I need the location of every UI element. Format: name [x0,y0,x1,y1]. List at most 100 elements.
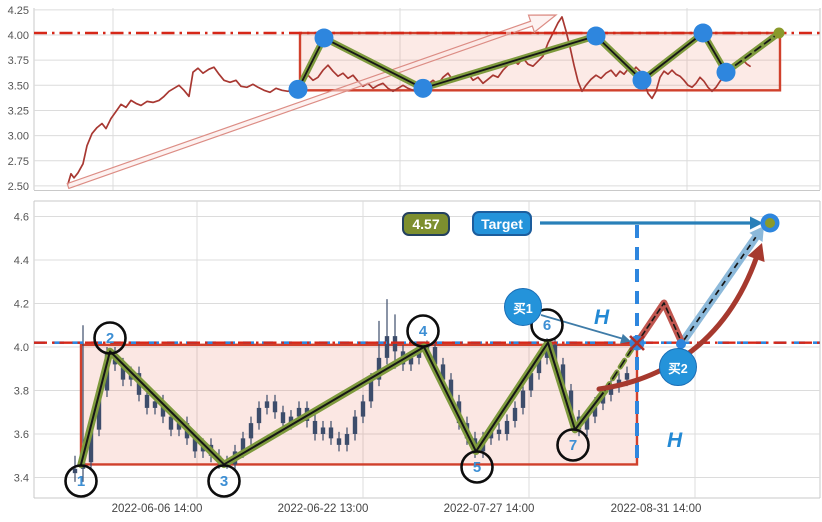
candle-body [608,386,614,395]
top-pivot-dot [716,62,736,82]
top-pivot-dot [288,79,308,99]
pivot-number-circle [530,308,564,342]
top-pivot-dot [693,23,713,43]
top-pivot-dot [314,28,334,48]
candle-body [624,373,630,380]
pivot-number-circle [406,314,440,348]
candle-body [144,394,150,408]
projected-advance-arrowhead [749,226,764,243]
pivot-number-circle [207,464,241,498]
top-projection-end-dot [773,27,785,39]
measured-move-value-badge: 4.57 [402,212,450,236]
top-zigzag-tail-dashed-inner [725,32,780,74]
height-h-label-lower: H [667,429,683,452]
entry-x-mark [629,335,645,351]
candle-body [288,416,294,424]
candle-body [240,438,246,452]
bottom-y-tick-label: 4.0 [14,342,29,354]
top-pivot-dot [632,70,652,90]
candle-body [568,390,574,417]
top-y-tick-label: 3.00 [8,131,29,143]
candle-body [416,351,422,358]
height-h-label-upper: H [594,306,610,329]
candle-body [368,379,374,402]
candle-body [528,373,534,391]
candle-body [600,394,606,404]
trend-outline-arrow [66,14,558,190]
pivot-number-label: 7 [569,437,577,454]
candle-body [344,434,350,445]
pivot-number-circle [64,464,98,498]
top-y-tick-label: 4.00 [8,30,29,42]
candle-body [120,364,126,380]
bottom-y-tick-label: 3.4 [14,473,29,485]
top-y-tick-label: 2.50 [8,181,29,193]
candle-body [560,364,566,391]
top-pivot-dot [413,78,433,98]
pivot-number-label: 4 [419,323,428,340]
candle-body [192,438,198,452]
candle-body [336,438,342,445]
candle-body [264,401,270,408]
candle-body [152,401,158,408]
candle-body [328,427,334,439]
candle-body [432,347,438,365]
candle-body [408,357,414,365]
pivot-number-label: 2 [106,330,114,347]
candle-body [296,407,302,417]
target-label-badge: Target [472,211,532,236]
candle-body [280,412,286,424]
target-point-dot-inner [765,218,775,228]
candle-body [88,429,94,463]
candle-body [168,416,174,430]
bottom-y-tick-label: 4.6 [14,212,29,224]
candle-body [256,407,262,424]
pivot-number-label: 3 [220,473,228,490]
buy2-point-dot [676,339,686,349]
x-axis-label: 2022-07-27 14:00 [444,503,535,515]
candle-body [248,423,254,439]
candle-body [376,357,382,380]
candle-body [360,401,366,417]
candle-body [320,427,326,434]
candle-body [176,423,182,430]
buy2-signal-badge: 买2 [659,348,697,386]
candle-body [504,420,510,434]
breakout-curve-arrowhead [747,243,765,263]
pivot-number-circle [93,321,127,355]
candle-body [72,468,78,474]
bottom-y-tick-label: 4.2 [14,299,29,311]
top-y-tick-label: 3.25 [8,105,29,117]
pivot-number-label: 6 [543,317,551,334]
pivot-number-label: 1 [77,473,85,490]
bottom-zigzag-inner [80,341,606,466]
candle-body [384,336,390,358]
top-y-tick-label: 4.25 [8,5,29,17]
projected-advance-arrow-shaft [680,231,762,343]
buy1-pointer-arrowhead [620,333,631,344]
candle-body [96,390,102,430]
top-pivot-dot [586,26,606,46]
top-y-tick-label: 3.50 [8,80,29,92]
top-y-tick-label: 2.75 [8,156,29,168]
bottom-y-tick-label: 3.6 [14,429,29,441]
buy1-pointer-line [540,314,628,341]
top-y-tick-label: 3.75 [8,55,29,67]
pullback-zigzag-dashed-inner [636,302,683,344]
candle-body [448,379,454,402]
candle-body [536,357,542,374]
x-axis-label: 2022-08-31 14:00 [611,503,702,515]
candle-body [512,407,518,421]
target-arrowhead [750,216,763,230]
candle-body [584,416,590,430]
candle-body [272,401,278,413]
top-range-box [298,31,782,92]
candle-body [520,390,526,408]
candle-body [352,416,358,434]
candle-body [592,403,598,417]
candle-body [496,429,502,434]
candle-body [312,420,318,434]
price-line [67,16,751,185]
